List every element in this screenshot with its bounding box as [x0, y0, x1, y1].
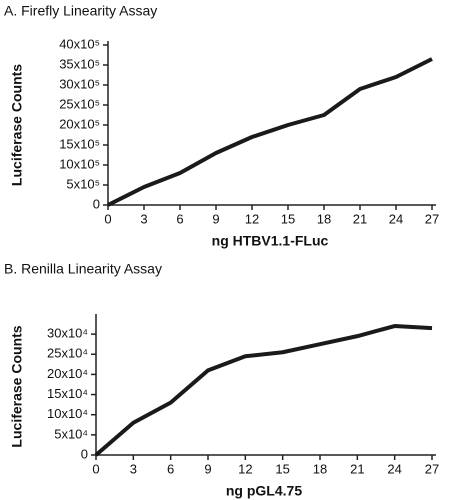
- data-line: [107, 57, 433, 207]
- y-tick-label: 10x10⁴: [47, 406, 88, 421]
- y-tick-label: 25x10⁴: [47, 346, 88, 361]
- x-tick-label: 24: [387, 461, 401, 476]
- y-tick-label: 10x10⁵: [59, 156, 100, 171]
- x-tick-label: 6: [176, 211, 183, 226]
- x-tick-label: 15: [281, 211, 295, 226]
- x-tick-label: 3: [130, 461, 137, 476]
- x-tick-label: 27: [425, 211, 439, 226]
- x-tick-label: 12: [238, 461, 252, 476]
- y-tick-label: 20x10⁵: [59, 116, 100, 131]
- y-tick-label: 20x10⁴: [47, 366, 88, 381]
- x-tick-label: 3: [140, 211, 147, 226]
- y-tick-label: 0: [81, 446, 88, 461]
- x-axis-label: ng HTBV1.1-FLuc: [212, 233, 329, 249]
- x-tick-label: 12: [245, 211, 259, 226]
- y-tick-label: 30x10⁵: [59, 76, 100, 91]
- x-tick-label: 27: [425, 461, 439, 476]
- x-tick-label: 21: [350, 461, 364, 476]
- x-tick-label: 9: [204, 461, 211, 476]
- y-tick-label: 5x10⁵: [66, 176, 100, 191]
- y-tick-label: 5x10⁴: [54, 426, 88, 441]
- x-axis-label: ng pGL4.75: [226, 483, 302, 499]
- y-tick-label: 30x10⁴: [47, 326, 88, 341]
- y-tick-label: 25x10⁵: [59, 96, 100, 111]
- y-tick-label: 40x10⁵: [59, 36, 100, 51]
- x-tick-label: 24: [389, 211, 403, 226]
- y-tick-label: 35x10⁵: [59, 56, 100, 71]
- x-tick-label: 9: [212, 211, 219, 226]
- y-axis-label: Luciferase Counts: [9, 64, 25, 186]
- x-tick-label: 0: [104, 211, 111, 226]
- x-tick-label: 0: [92, 461, 99, 476]
- y-tick-label: 15x10⁵: [59, 136, 100, 151]
- x-tick-label: 18: [317, 211, 331, 226]
- x-tick-label: 15: [275, 461, 289, 476]
- y-axis-label: Luciferase Counts: [9, 325, 25, 447]
- y-tick-label: 0: [93, 196, 100, 211]
- data-line: [94, 324, 433, 457]
- chart-title: B. Renilla Linearity Assay: [4, 261, 162, 277]
- x-tick-label: 18: [313, 461, 327, 476]
- x-tick-label: 6: [167, 461, 174, 476]
- y-tick-label: 15x10⁴: [47, 386, 88, 401]
- x-tick-label: 21: [353, 211, 367, 226]
- chart-title: A. Firefly Linearity Assay: [4, 3, 157, 19]
